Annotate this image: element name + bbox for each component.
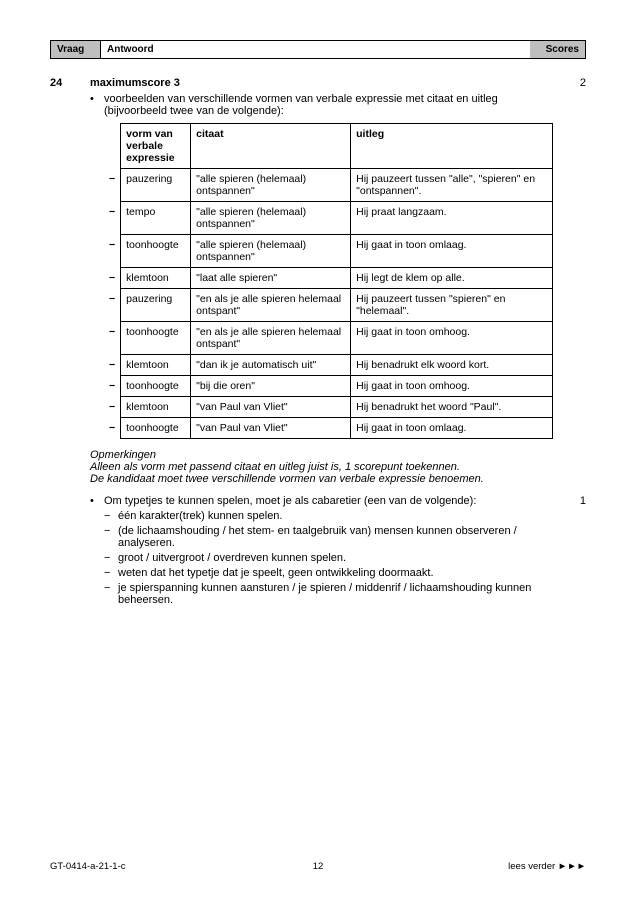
row-dash: −	[104, 268, 121, 289]
table-row: −toonhoogte"van Paul van Vliet"Hij gaat …	[104, 418, 553, 439]
row-citation: "en als je alle spieren helemaal ontspan…	[191, 289, 351, 322]
header-scores: Scores	[530, 41, 585, 58]
row-citation: "en als je alle spieren helemaal ontspan…	[191, 322, 351, 355]
lead-in-text: voorbeelden van verschillende vormen van…	[104, 93, 558, 117]
table-row: −tempo"alle spieren (helemaal) ontspanne…	[104, 202, 553, 235]
row-citation: "alle spieren (helemaal) ontspannen"	[191, 235, 351, 268]
row-citation: "alle spieren (helemaal) ontspannen"	[191, 169, 351, 202]
table-row: −klemtoon"dan ik je automatisch uit"Hij …	[104, 355, 553, 376]
row-explanation: Hij pauzeert tussen "spieren" en "helema…	[351, 289, 553, 322]
dash-mark: −	[104, 582, 118, 606]
row-explanation: Hij praat langzaam.	[351, 202, 553, 235]
row-citation: "alle spieren (helemaal) ontspannen"	[191, 202, 351, 235]
footer-center: 12	[50, 861, 586, 872]
col-header-1: vorm van verbale expressie	[121, 124, 191, 169]
row-citation: "van Paul van Vliet"	[191, 418, 351, 439]
row-form: klemtoon	[121, 355, 191, 376]
remarks-title: Opmerkingen	[90, 449, 558, 461]
remark-2: De kandidaat moet twee verschillende vor…	[90, 473, 558, 485]
row-explanation: Hij benadrukt elk woord kort.	[351, 355, 553, 376]
header-vraag: Vraag	[51, 41, 101, 58]
row-form: pauzering	[121, 289, 191, 322]
table-row: −pauzering"en als je alle spieren helema…	[104, 289, 553, 322]
sub-bullet-text: groot / uitvergroot / overdreven kunnen …	[118, 552, 558, 564]
dash-mark: −	[104, 567, 118, 579]
row-citation: "van Paul van Vliet"	[191, 397, 351, 418]
table-row: −toonhoogte"bij die oren"Hij gaat in too…	[104, 376, 553, 397]
table-row: −toonhoogte"alle spieren (helemaal) onts…	[104, 235, 553, 268]
row-explanation: Hij gaat in toon omhoog.	[351, 322, 553, 355]
row-dash: −	[104, 202, 121, 235]
dash-mark: −	[104, 525, 118, 549]
sub-bullet-text: één karakter(trek) kunnen spelen.	[118, 510, 558, 522]
row-explanation: Hij pauzeert tussen "alle", "spieren" en…	[351, 169, 553, 202]
row-explanation: Hij gaat in toon omhoog.	[351, 376, 553, 397]
row-dash: −	[104, 322, 121, 355]
row-form: toonhoogte	[121, 376, 191, 397]
table-row: −klemtoon"van Paul van Vliet"Hij benadru…	[104, 397, 553, 418]
col-header-2: citaat	[191, 124, 351, 169]
col-header-3: uitleg	[351, 124, 553, 169]
dash-mark: −	[104, 552, 118, 564]
score-second: 1	[566, 495, 586, 609]
row-explanation: Hij gaat in toon omlaag.	[351, 235, 553, 268]
row-dash: −	[104, 235, 121, 268]
row-explanation: Hij gaat in toon omlaag.	[351, 418, 553, 439]
question-title: maximumscore 3	[90, 77, 558, 89]
dash-header	[104, 124, 121, 169]
row-citation: "dan ik je automatisch uit"	[191, 355, 351, 376]
row-form: toonhoogte	[121, 322, 191, 355]
row-dash: −	[104, 289, 121, 322]
header-bar: Vraag Antwoord Scores	[50, 40, 586, 59]
dash-mark: −	[104, 510, 118, 522]
row-form: toonhoogte	[121, 235, 191, 268]
row-explanation: Hij legt de klem op alle.	[351, 268, 553, 289]
rubric-table: vorm van verbale expressie citaat uitleg…	[104, 123, 553, 439]
bullet-mark: •	[90, 495, 104, 507]
row-dash: −	[104, 169, 121, 202]
remark-1: Alleen als vorm met passend citaat en ui…	[90, 461, 558, 473]
row-dash: −	[104, 397, 121, 418]
header-antwoord: Antwoord	[101, 41, 530, 58]
sub-bullet-text: (de lichaamshouding / het stem- en taalg…	[118, 525, 558, 549]
sub-bullet-text: weten dat het typetje dat je speelt, gee…	[118, 567, 558, 579]
row-dash: −	[104, 376, 121, 397]
row-form: klemtoon	[121, 268, 191, 289]
row-dash: −	[104, 355, 121, 376]
row-form: toonhoogte	[121, 418, 191, 439]
bullet-mark: •	[90, 93, 104, 117]
page-footer: GT-0414-a-21-1-c 12 lees verder ►►►	[50, 861, 586, 872]
row-form: klemtoon	[121, 397, 191, 418]
score-lead: 2	[566, 77, 586, 485]
table-row: −klemtoon"laat alle spieren"Hij legt de …	[104, 268, 553, 289]
second-lead: Om typetjes te kunnen spelen, moet je al…	[104, 495, 558, 507]
row-form: tempo	[121, 202, 191, 235]
table-row: −pauzering"alle spieren (helemaal) ontsp…	[104, 169, 553, 202]
sub-bullet-text: je spierspanning kunnen aansturen / je s…	[118, 582, 558, 606]
row-explanation: Hij benadrukt het woord "Paul".	[351, 397, 553, 418]
row-form: pauzering	[121, 169, 191, 202]
row-dash: −	[104, 418, 121, 439]
table-row: −toonhoogte"en als je alle spieren helem…	[104, 322, 553, 355]
row-citation: "laat alle spieren"	[191, 268, 351, 289]
row-citation: "bij die oren"	[191, 376, 351, 397]
question-number: 24	[50, 77, 90, 485]
